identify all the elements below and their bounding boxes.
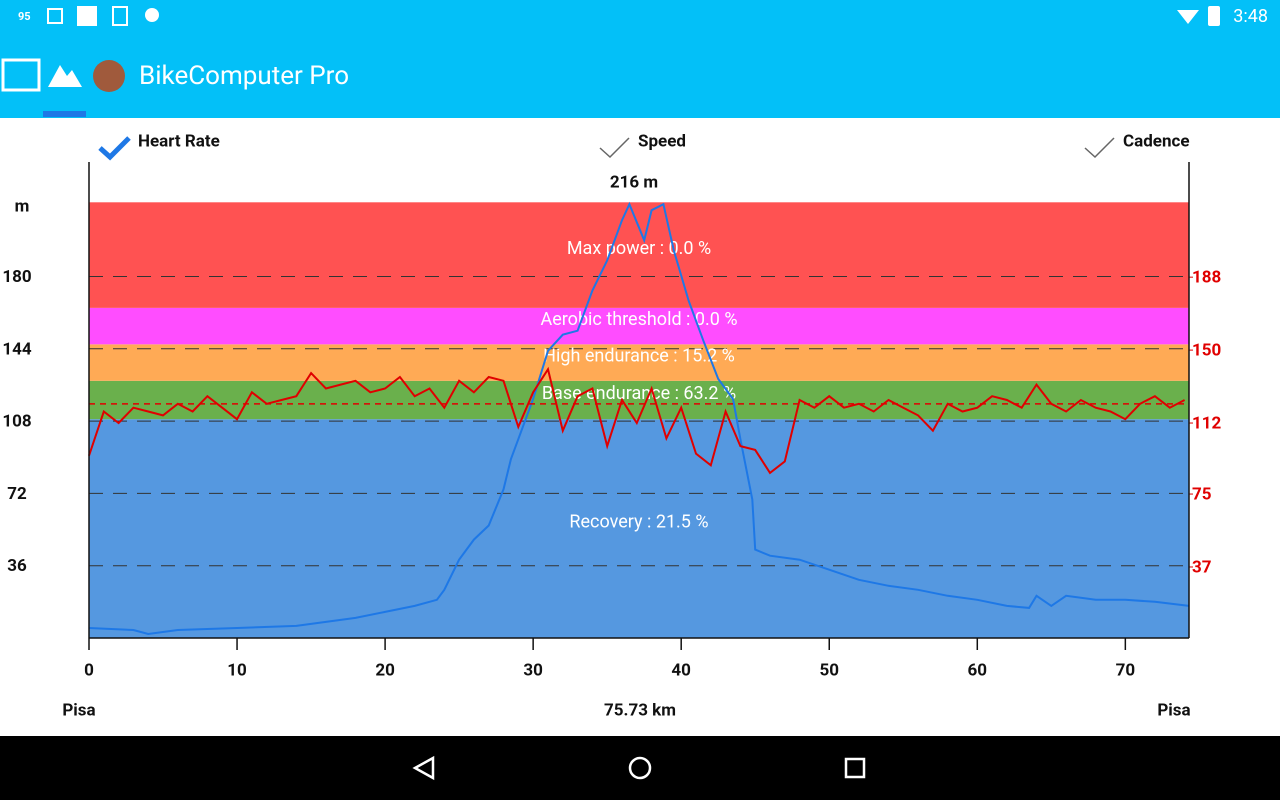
download-icon <box>112 6 128 26</box>
checkbox[interactable] <box>98 136 131 161</box>
wifi-icon <box>1177 10 1199 24</box>
hr-zone <box>89 307 1189 345</box>
toggle-label: Cadence <box>1123 131 1190 151</box>
tab-indicator <box>43 111 86 117</box>
y-tick-label: 72 <box>7 484 27 504</box>
nav-bar <box>0 736 1280 800</box>
app-icon <box>93 60 125 92</box>
clock: 3:48 <box>1233 6 1268 27</box>
y-tick-label: 144 <box>2 339 32 359</box>
hr-zone <box>89 344 1189 381</box>
y2-tick-label: 150 <box>1192 341 1221 361</box>
recents-button[interactable] <box>844 757 866 779</box>
x-tick-label: 70 <box>1116 660 1136 680</box>
y-axis-title: m <box>15 196 30 216</box>
y2-tick-label: 112 <box>1192 414 1222 434</box>
x-tick-label: 20 <box>375 660 395 680</box>
y2-tick-label: 75 <box>1192 485 1212 505</box>
series-line <box>88 201 1190 636</box>
y2-tick-label: 37 <box>1192 557 1212 577</box>
chart: 36 72 108 144 180 37 75 112 150 188 Recovery : 21.… <box>2 162 1222 720</box>
x-tick-label: 30 <box>523 660 543 680</box>
end-label: Pisa <box>1157 700 1190 720</box>
y-tick-label: 108 <box>2 412 31 432</box>
hr-zone <box>89 419 1189 638</box>
zone-label: Max power : 0.0 % <box>567 238 711 259</box>
back-button[interactable] <box>412 755 435 781</box>
top-bars <box>0 0 1280 118</box>
distance-label: 75.73 km <box>604 700 676 720</box>
map-tab[interactable] <box>1 58 41 92</box>
x-tick-label: 10 <box>227 660 247 680</box>
x-tick-label: 60 <box>968 660 988 680</box>
home-button[interactable] <box>628 756 652 780</box>
x-tick-label: 0 <box>84 660 94 680</box>
peak-label: 216 m <box>610 172 658 192</box>
mountain-icon <box>48 65 82 87</box>
hr-zone <box>89 202 1189 308</box>
start-label: Pisa <box>62 700 95 720</box>
android-icon <box>145 8 159 22</box>
flipboard-icon <box>77 6 97 26</box>
checkbox[interactable] <box>1084 137 1115 159</box>
series-line <box>88 366 1186 475</box>
checkbox[interactable] <box>599 137 630 159</box>
x-tick-label: 40 <box>671 660 691 680</box>
y2-tick-label: 188 <box>1192 268 1221 288</box>
app-title: BikeComputer Pro <box>139 61 349 91</box>
gallery-icon <box>47 8 63 24</box>
battery-icon <box>1208 6 1220 26</box>
y-tick-label: 180 <box>2 267 31 287</box>
toggle-label: Speed <box>638 131 686 151</box>
zone-label: Recovery : 21.5 % <box>569 511 708 532</box>
toggle-label: Heart Rate <box>138 131 220 151</box>
zone-label: High endurance : 15.2 % <box>543 345 735 366</box>
zone-label: Base endurance : 63.2 % <box>542 383 736 404</box>
zone-label: Aerobic threshold : 0.0 % <box>540 309 737 330</box>
battery-level: 95 <box>18 10 31 23</box>
y-tick-label: 36 <box>7 556 27 576</box>
x-tick-label: 50 <box>819 660 839 680</box>
